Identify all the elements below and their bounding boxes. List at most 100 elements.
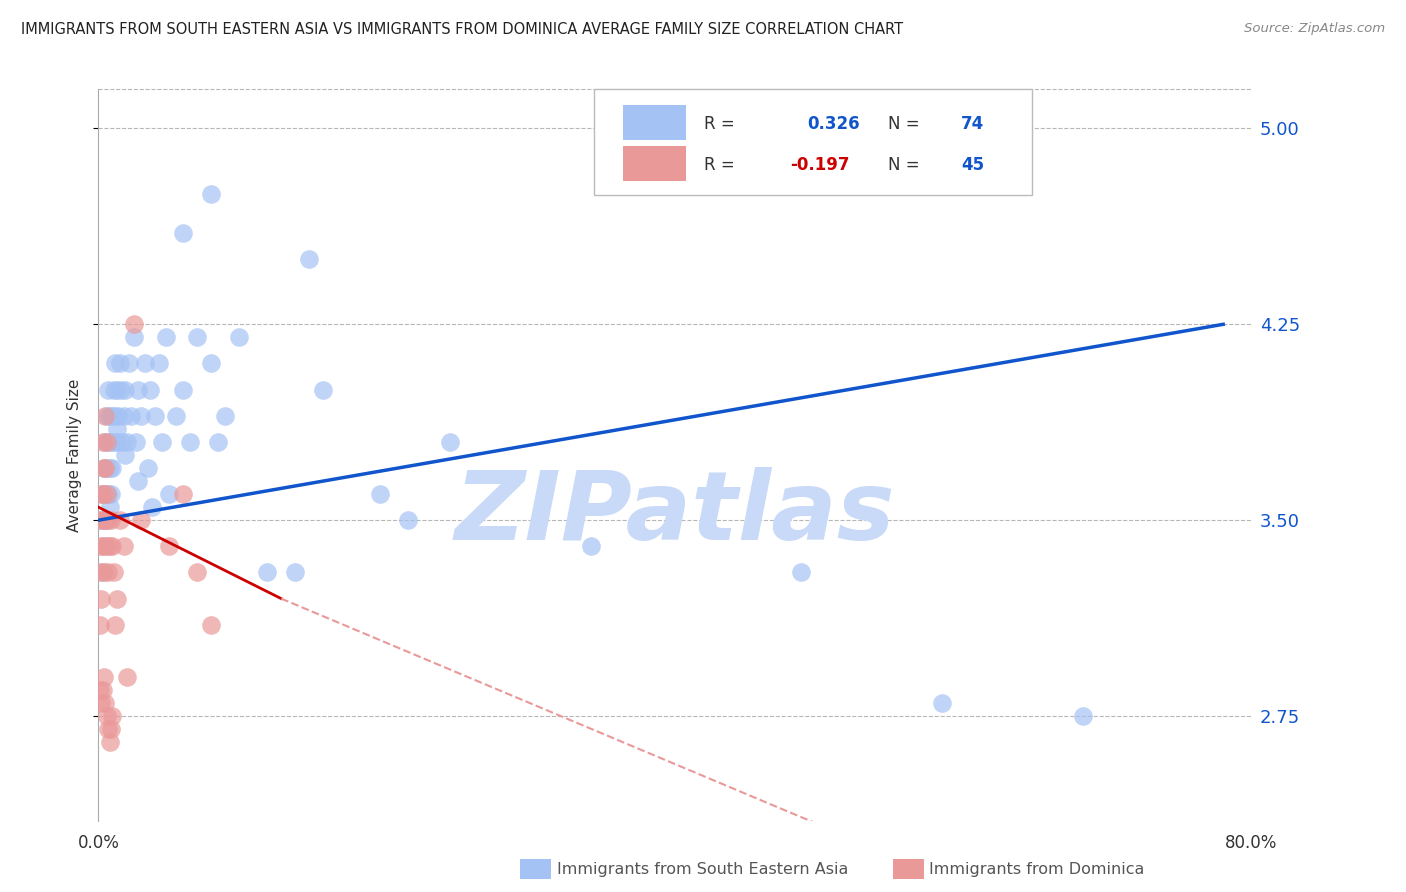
Point: [90, 696, 112, 710]
Point: [96, 461, 118, 475]
Point: [120, 409, 142, 423]
Point: [90, 539, 112, 553]
Point: [89, 513, 111, 527]
Point: [368, 487, 391, 501]
Point: [122, 318, 145, 332]
Point: [89, 566, 111, 580]
Point: [143, 409, 166, 423]
Point: [148, 356, 170, 371]
Point: [103, 434, 125, 449]
Point: [101, 409, 124, 423]
Text: 0.0%: 0.0%: [77, 834, 120, 852]
Point: [157, 539, 180, 553]
Point: [97, 513, 120, 527]
Point: [93, 513, 115, 527]
Point: [396, 513, 419, 527]
Point: [94, 513, 117, 527]
Point: [90, 487, 112, 501]
Point: [104, 617, 127, 632]
Point: [96, 409, 118, 423]
Point: [112, 539, 135, 553]
Point: [96, 539, 118, 553]
Point: [91, 434, 114, 449]
FancyBboxPatch shape: [595, 89, 1032, 195]
Point: [103, 383, 125, 397]
Point: [1071, 709, 1094, 723]
Point: [105, 422, 128, 436]
Point: [284, 566, 307, 580]
Text: 0.326: 0.326: [807, 115, 860, 133]
Point: [141, 500, 163, 515]
Point: [97, 566, 120, 580]
Point: [115, 434, 138, 449]
Point: [136, 461, 159, 475]
Text: N =: N =: [889, 155, 925, 174]
Point: [108, 513, 131, 527]
Text: R =: R =: [704, 155, 740, 174]
Point: [93, 513, 115, 527]
Point: [98, 735, 121, 749]
Point: [172, 487, 194, 501]
Point: [94, 461, 117, 475]
Point: [108, 356, 131, 371]
Point: [89, 617, 111, 632]
Point: [100, 513, 122, 527]
Point: [114, 448, 136, 462]
Point: [105, 434, 128, 449]
Point: [134, 356, 156, 371]
Point: [100, 434, 122, 449]
Point: [100, 722, 122, 736]
Point: [97, 434, 120, 449]
Point: [114, 383, 136, 397]
Point: [127, 383, 149, 397]
Point: [115, 670, 138, 684]
Point: [104, 409, 127, 423]
Point: [98, 500, 121, 515]
Y-axis label: Average Family Size: Average Family Size: [67, 378, 83, 532]
Point: [90, 513, 112, 527]
Point: [97, 487, 120, 501]
Point: [98, 409, 121, 423]
Bar: [623, 105, 686, 140]
Text: 45: 45: [960, 155, 984, 174]
Point: [129, 409, 152, 423]
Point: [179, 434, 201, 449]
Point: [93, 461, 115, 475]
Point: [91, 683, 114, 698]
Point: [214, 409, 236, 423]
Point: [256, 566, 278, 580]
Point: [125, 434, 148, 449]
Point: [101, 709, 124, 723]
Point: [111, 434, 134, 449]
Text: R =: R =: [704, 115, 740, 133]
Point: [439, 434, 461, 449]
Point: [96, 513, 118, 527]
Point: [228, 330, 250, 344]
Text: 80.0%: 80.0%: [1225, 834, 1278, 852]
Text: Immigrants from Dominica: Immigrants from Dominica: [929, 863, 1144, 877]
Point: [122, 330, 145, 344]
Text: ZIPatlas: ZIPatlas: [454, 467, 896, 560]
Point: [98, 461, 121, 475]
Text: 74: 74: [960, 115, 984, 133]
Point: [107, 409, 129, 423]
Point: [127, 474, 149, 488]
Point: [104, 356, 127, 371]
Point: [93, 566, 115, 580]
Point: [298, 252, 321, 266]
Point: [186, 566, 208, 580]
Point: [97, 722, 120, 736]
Point: [931, 696, 953, 710]
Point: [91, 487, 114, 501]
Text: N =: N =: [889, 115, 925, 133]
Point: [150, 434, 173, 449]
Text: Source: ZipAtlas.com: Source: ZipAtlas.com: [1244, 22, 1385, 36]
Point: [89, 683, 111, 698]
Bar: [623, 145, 686, 180]
Point: [200, 617, 222, 632]
Point: [186, 330, 208, 344]
Point: [97, 383, 120, 397]
Point: [91, 566, 114, 580]
Point: [129, 513, 152, 527]
Point: [118, 356, 141, 371]
